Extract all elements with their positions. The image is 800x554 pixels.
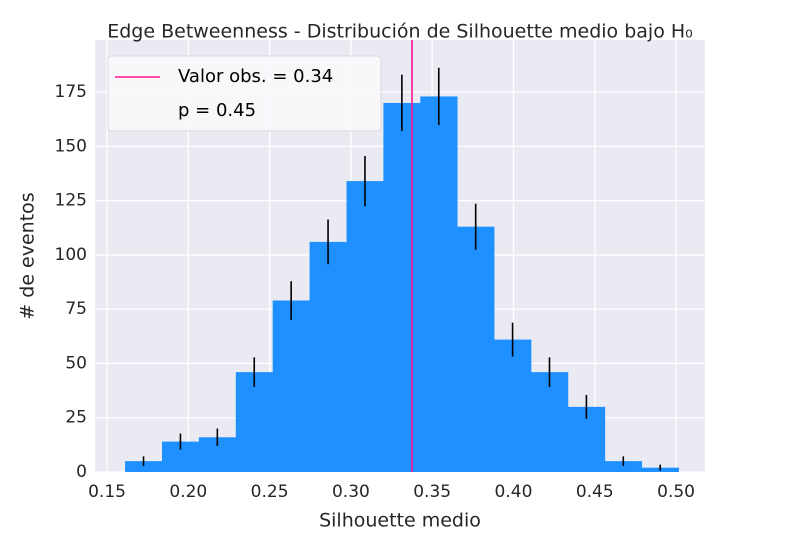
legend-p-value: p = 0.45 bbox=[178, 100, 256, 121]
x-tick-label: 0.45 bbox=[576, 482, 614, 502]
y-tick-label: 25 bbox=[65, 408, 87, 428]
y-tick-label: 125 bbox=[55, 191, 87, 211]
legend-label: Valor obs. = 0.34 bbox=[178, 66, 333, 87]
x-axis-label: Silhouette medio bbox=[319, 510, 481, 532]
x-tick-label: 0.15 bbox=[88, 482, 126, 502]
y-tick-label: 75 bbox=[65, 299, 87, 319]
bar bbox=[346, 181, 384, 472]
x-tick-label: 0.40 bbox=[495, 482, 533, 502]
bar bbox=[531, 372, 569, 472]
bar bbox=[383, 102, 421, 472]
bar bbox=[457, 226, 495, 472]
bar bbox=[604, 461, 643, 472]
legend: Valor obs. = 0.34 p = 0.45 bbox=[107, 55, 382, 132]
y-tick-label: 50 bbox=[65, 353, 87, 373]
y-tick-label: 150 bbox=[55, 136, 87, 156]
x-tick-label: 0.30 bbox=[332, 482, 370, 502]
bar bbox=[420, 96, 458, 473]
y-tick-label: 0 bbox=[76, 462, 87, 482]
y-tick-label: 100 bbox=[55, 245, 87, 265]
bar bbox=[125, 461, 163, 472]
chart-title: Edge Betweenness - Distribución de Silho… bbox=[107, 21, 693, 43]
marks bbox=[125, 40, 679, 473]
bar bbox=[309, 241, 347, 472]
y-tick-label: 175 bbox=[55, 82, 87, 102]
x-tick-label: 0.25 bbox=[251, 482, 289, 502]
x-tick-label: 0.50 bbox=[657, 482, 695, 502]
legend-box bbox=[107, 55, 382, 132]
bar bbox=[272, 300, 310, 472]
bar bbox=[494, 339, 532, 472]
y-axis-label: # de eventos bbox=[17, 192, 39, 319]
x-tick-label: 0.20 bbox=[169, 482, 207, 502]
bar bbox=[235, 372, 273, 472]
x-tick-label: 0.35 bbox=[413, 482, 451, 502]
